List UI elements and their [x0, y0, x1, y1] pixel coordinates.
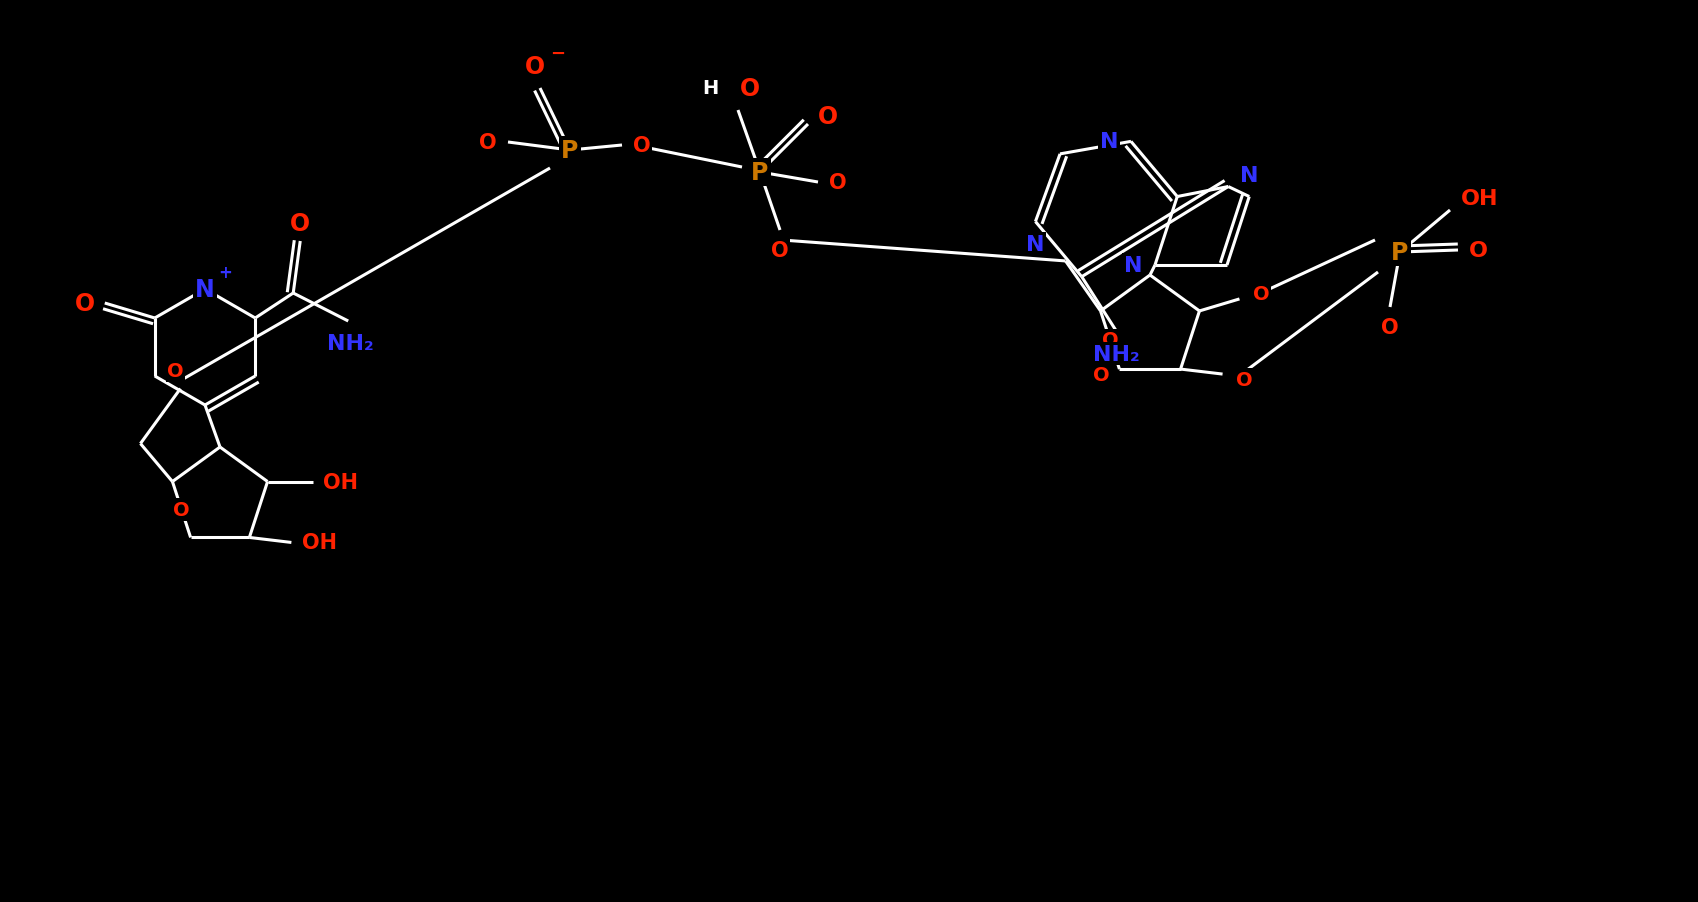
- Text: +: +: [217, 263, 233, 281]
- Text: −: −: [550, 45, 565, 63]
- Text: H: H: [701, 79, 718, 98]
- Text: O: O: [740, 77, 759, 101]
- Text: O: O: [525, 55, 545, 78]
- Text: O: O: [1236, 370, 1251, 389]
- Text: O: O: [290, 212, 311, 235]
- Text: N: N: [1026, 235, 1044, 254]
- Text: NH₂: NH₂: [1094, 345, 1139, 364]
- Text: O: O: [817, 105, 837, 129]
- Text: N: N: [1099, 133, 1117, 152]
- Text: P: P: [751, 161, 767, 185]
- Text: P: P: [560, 139, 579, 163]
- Text: O: O: [829, 173, 846, 193]
- Text: N: N: [195, 278, 214, 301]
- Text: O: O: [166, 362, 183, 381]
- Text: O: O: [771, 241, 788, 261]
- Text: OH: OH: [302, 533, 336, 553]
- Text: P: P: [1391, 241, 1408, 264]
- Text: O: O: [173, 501, 190, 520]
- Text: NH₂: NH₂: [326, 334, 374, 354]
- Text: O: O: [75, 291, 95, 316]
- Text: N: N: [1240, 165, 1258, 185]
- Text: OH: OH: [323, 472, 358, 492]
- Text: OH: OH: [1460, 189, 1498, 208]
- Text: O: O: [633, 136, 650, 156]
- Text: O: O: [1380, 318, 1397, 337]
- Text: O: O: [1253, 285, 1268, 304]
- Text: O: O: [1100, 331, 1117, 350]
- Text: O: O: [1467, 241, 1487, 261]
- Text: N: N: [1122, 255, 1141, 276]
- Text: O: O: [1092, 365, 1109, 384]
- Text: O: O: [479, 133, 496, 152]
